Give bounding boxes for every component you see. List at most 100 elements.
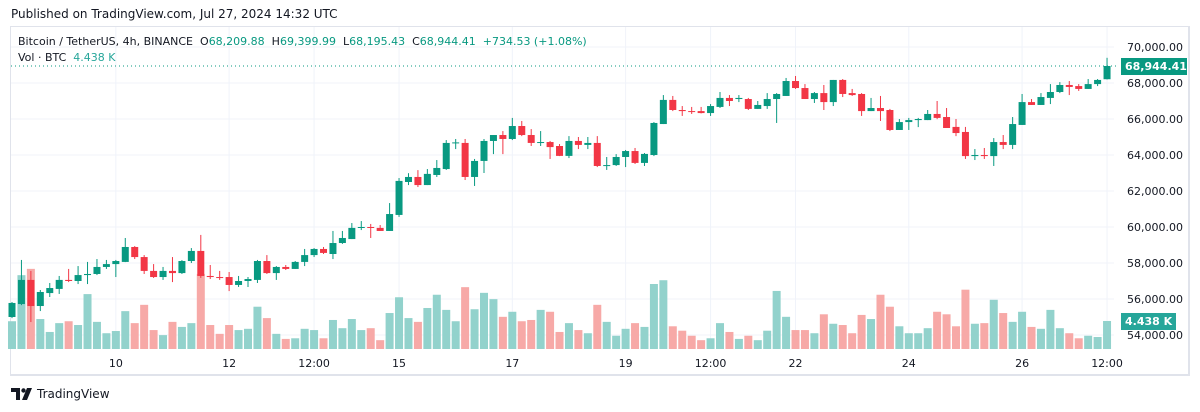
candle-body: [763, 99, 771, 107]
candle-body: [829, 79, 837, 103]
candle-body: [725, 97, 733, 101]
candle-body: [1094, 79, 1102, 85]
volume-bar: [952, 326, 960, 349]
high-value: 69,399.99: [279, 35, 336, 48]
volume-bar: [206, 325, 215, 349]
candles: [8, 57, 1111, 323]
candle-body: [943, 117, 951, 128]
volume-bar: [36, 319, 45, 349]
volume-bar: [649, 284, 658, 349]
candle-body: [1103, 66, 1111, 80]
candle-body: [320, 248, 328, 253]
candle-body: [1046, 92, 1054, 98]
volume-bar: [867, 319, 876, 349]
volume-bar: [17, 275, 26, 349]
candle-body: [556, 146, 564, 156]
candle-body: [367, 227, 375, 228]
volume-bar: [338, 328, 347, 349]
volume-bar: [819, 314, 828, 349]
candle-body: [933, 113, 941, 118]
volume-bar: [262, 318, 271, 349]
volume-label[interactable]: Vol · BTC: [18, 51, 67, 64]
candle-body: [754, 104, 762, 109]
volume-bar: [92, 321, 101, 349]
volume-bar: [536, 309, 545, 349]
volume-bar: [791, 330, 800, 349]
last-price-tag: 68,944.41: [1121, 58, 1187, 75]
candle-body: [1009, 124, 1017, 145]
candle-body: [93, 266, 101, 274]
volume-bar: [291, 338, 300, 349]
x-tick-label: 10: [109, 357, 123, 370]
y-tick-label: 66,000.00: [1127, 113, 1183, 126]
candle-body: [8, 302, 16, 317]
volume-bar: [753, 340, 762, 349]
candle-body: [971, 155, 979, 157]
y-tick-label: 70,000.00: [1127, 41, 1183, 54]
candle-body: [121, 246, 129, 262]
tradingview-logo-icon: [11, 388, 32, 400]
volume-bar: [933, 311, 942, 349]
symbol-title[interactable]: Bitcoin / TetherUS, 4h, BINANCE: [18, 35, 194, 48]
y-tick-label: 62,000.00: [1127, 185, 1183, 198]
volume-bar: [857, 314, 866, 349]
volume-bar: [885, 306, 894, 349]
volume-bar: [621, 328, 630, 349]
volume-bar: [498, 316, 507, 349]
candle-body: [961, 131, 969, 157]
x-tick-label: 12:00: [1091, 357, 1123, 370]
open-label: O: [200, 35, 209, 48]
volume-bar: [659, 280, 668, 349]
candle-body: [140, 257, 148, 271]
candle-body: [433, 167, 441, 175]
volume-bar: [159, 335, 168, 349]
candle-body: [168, 270, 176, 274]
volume-bar: [489, 299, 498, 349]
candle-body: [631, 151, 639, 163]
candle-body: [291, 261, 299, 269]
candle-body: [622, 151, 630, 157]
volume-bar: [989, 299, 998, 349]
volume-bar: [395, 297, 404, 349]
candle-body: [131, 246, 139, 258]
volume-bar: [404, 318, 413, 349]
candle-body: [197, 250, 205, 276]
candle-body: [1075, 86, 1083, 89]
volume-bar: [130, 323, 139, 349]
volume-bar: [574, 330, 583, 349]
candle-body: [508, 126, 516, 139]
candle-body: [1037, 97, 1045, 105]
volume-bar: [480, 292, 488, 349]
volume-bar: [111, 331, 120, 349]
volume-bar: [149, 330, 158, 349]
volume-bar: [234, 330, 243, 349]
candle-body: [810, 93, 818, 100]
candle-body: [74, 275, 82, 281]
volume-bar: [725, 331, 734, 349]
candle-body: [112, 261, 120, 265]
volume-bar: [640, 326, 649, 349]
volume-bar: [83, 294, 92, 349]
candle-body: [150, 270, 158, 278]
candle-body: [84, 273, 92, 276]
candle-body: [102, 264, 110, 267]
volume-bar: [942, 314, 951, 349]
volume-bar: [225, 325, 234, 349]
volume-bar: [1008, 321, 1017, 349]
tradingview-logo[interactable]: TradingView: [11, 387, 110, 401]
candle-body: [395, 180, 403, 215]
volume-bar: [706, 338, 715, 349]
volume-bar: [140, 304, 149, 349]
volume-bar: [8, 321, 16, 349]
candle-body: [235, 281, 243, 285]
candle-body: [55, 279, 63, 289]
candle-body: [697, 111, 705, 114]
candle-body: [329, 243, 337, 254]
candle-body: [36, 291, 44, 307]
volume-bar: [253, 306, 262, 349]
candle-body: [905, 120, 913, 123]
candle-body: [216, 277, 224, 279]
volume-bar: [366, 328, 375, 349]
volume-bar: [612, 335, 621, 349]
